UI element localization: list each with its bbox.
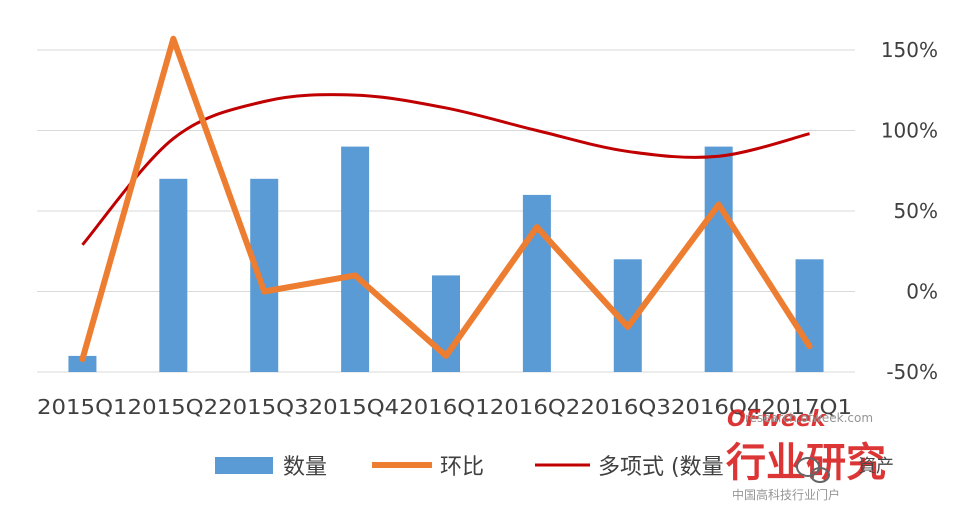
trendline-series [81, 93, 810, 246]
x-tick-label: 2016Q2 [490, 395, 581, 419]
legend-label-line: 环比 [440, 455, 484, 480]
legend-label-trend: 多项式 (数量 [598, 455, 724, 480]
x-tick-label: 2017Q1 [761, 395, 852, 419]
x-tick-label: 2015Q2 [128, 395, 219, 419]
line-series [79, 35, 813, 363]
bar-series [68, 146, 824, 372]
y-tick-label: -50% [886, 360, 938, 384]
bar [250, 178, 279, 372]
x-tick-label: 2016Q4 [671, 395, 762, 419]
trendline [81, 93, 810, 246]
y-tick-label: 0% [906, 280, 938, 304]
x-tick-label: 2015Q4 [309, 395, 400, 419]
series-line [79, 35, 813, 363]
watermark-title: 行业研究 [726, 440, 886, 486]
legend-label-bar: 数量 [283, 455, 327, 480]
watermark: OFweek research.ofweek.com 行业研究 中国高科技行业门… [726, 407, 894, 502]
x-tick-label: 2015Q3 [218, 395, 309, 419]
x-tick-labels: 2015Q1 2015Q2 2015Q3 2015Q4 2016Q1 2016Q2 2016… [37, 395, 852, 419]
category-axis: 2015Q1 2015Q2 2015Q3 2015Q4 2016Q1 2016Q2 2016… [37, 395, 852, 419]
y-tick-label: 50% [894, 199, 938, 223]
watermark-brand: OFweek [727, 407, 827, 432]
bar [795, 259, 824, 372]
bar [522, 194, 551, 372]
y-tick-label: 150% [881, 38, 938, 62]
right-axis: 150% 100% 50% 0% -50% [881, 38, 938, 384]
watermark-site: research.ofweek.com [745, 411, 873, 425]
bar [704, 146, 733, 372]
x-tick-label: 2015Q1 [37, 395, 128, 419]
bar [68, 355, 97, 372]
wechat-icon [796, 457, 830, 483]
bar [159, 178, 188, 372]
x-tick-label: 2016Q3 [580, 395, 671, 419]
bar [341, 146, 370, 372]
legend-swatch-bar [215, 457, 273, 474]
x-tick-label: 2016Q1 [399, 395, 490, 419]
watermark-subtitle: 中国高科技行业门户 [732, 487, 840, 502]
wechat-account-fragment: 資产 [858, 456, 894, 477]
y-tick-label: 100% [881, 119, 938, 143]
legend: 数量 环比 多项式 (数量 [215, 455, 724, 480]
